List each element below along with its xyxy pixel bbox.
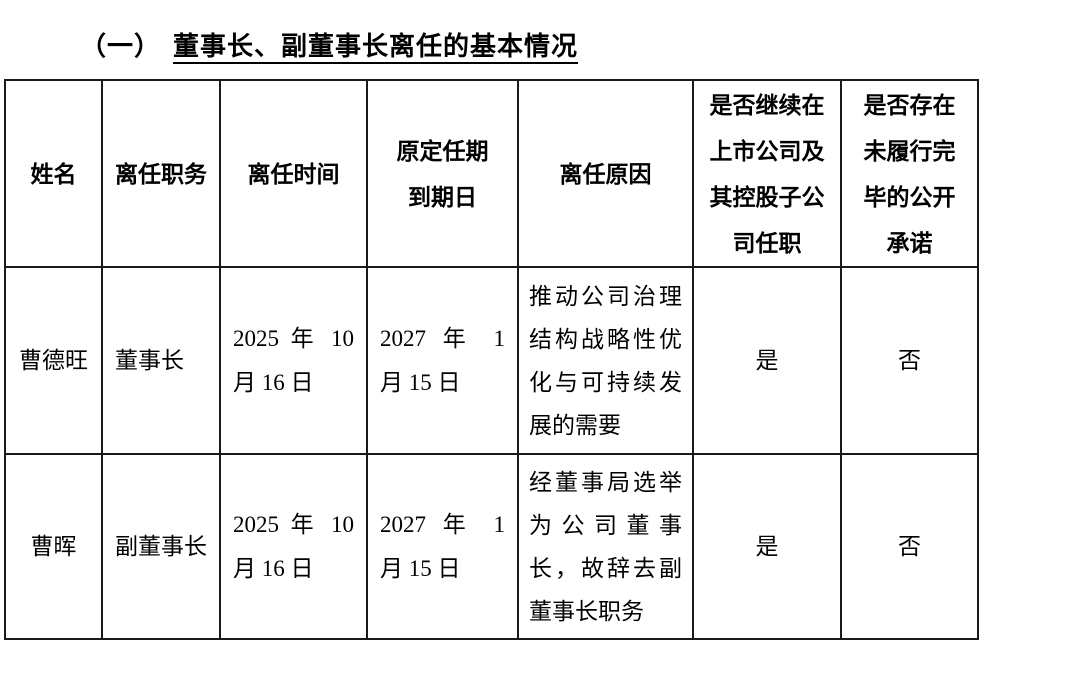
cell-term-end-line: 月 15 日 [380,555,461,581]
header-commitments-line: 是否存在 [863,91,956,118]
table-row: 曹晖 副董事长 2025 年 10 月 16 日 2027 年 1 月 15 日… [4,453,979,640]
header-reason: 离任原因 [517,79,694,268]
header-continues-line: 上市公司及 [709,137,825,164]
cell-name: 曹晖 [4,453,103,640]
header-position: 离任职务 [101,79,221,268]
header-name: 姓名 [4,79,103,268]
cell-departure-date-line: 月 16 日 [233,369,314,395]
section-title: （一） 董事长、副董事长离任的基本情况 [80,26,578,63]
cell-term-end: 2027 年 1 月 15 日 [366,453,519,640]
cell-departure-date-line: 月 16 日 [233,555,314,581]
cell-reason: 经董事局选举 为公司董事 长，故辞去副 董事长职务 [517,453,694,640]
table-header-row: 姓名 离任职务 离任时间 原定任期 到期日 离任原因 是否继续在 上市公司及 其… [4,79,979,268]
header-term-end: 原定任期 到期日 [366,79,519,268]
cell-continues: 是 [692,453,842,640]
cell-departure-date-line: 2025 年 10 [233,511,354,537]
header-commitments-line: 毕的公开 [863,183,956,210]
header-commitments: 是否存在 未履行完 毕的公开 承诺 [840,79,979,268]
cell-departure-date: 2025 年 10 月 16 日 [219,266,368,455]
departure-table: 姓名 离任职务 离任时间 原定任期 到期日 离任原因 是否继续在 上市公司及 其… [4,79,979,640]
cell-commitments: 否 [840,266,979,455]
cell-position: 副董事长 [101,453,221,640]
cell-reason-line: 为公司董事 [529,512,682,538]
cell-commitments: 否 [840,453,979,640]
header-continues-line: 其控股子公 [709,183,825,210]
cell-departure-date: 2025 年 10 月 16 日 [219,453,368,640]
section-number: （一） [80,31,162,61]
cell-reason-line: 长，故辞去副 [529,555,682,581]
cell-reason-line: 展的需要 [529,412,621,438]
header-departure-time: 离任时间 [219,79,368,268]
cell-reason: 推动公司治理 结构战略性优 化与可持续发 展的需要 [517,266,694,455]
header-continues: 是否继续在 上市公司及 其控股子公 司任职 [692,79,842,268]
cell-term-end: 2027 年 1 月 15 日 [366,266,519,455]
cell-term-end-line: 月 15 日 [380,369,461,395]
cell-term-end-line: 2027 年 1 [380,325,505,351]
cell-departure-date-line: 2025 年 10 [233,325,354,351]
header-continues-line: 是否继续在 [709,91,825,118]
header-continues-line: 司任职 [732,229,802,256]
cell-term-end-line: 2027 年 1 [380,511,505,537]
cell-reason-line: 化与可持续发 [529,369,682,395]
cell-name: 曹德旺 [4,266,103,455]
cell-position: 董事长 [101,266,221,455]
header-commitments-line: 承诺 [886,229,933,256]
header-commitments-line: 未履行完 [863,137,956,164]
table-row: 曹德旺 董事长 2025 年 10 月 16 日 2027 年 1 月 15 日… [4,266,979,455]
header-term-end-line: 到期日 [408,183,477,210]
cell-reason-line: 董事长职务 [529,598,644,624]
cell-reason-line: 推动公司治理 [529,283,682,309]
section-title-text: 董事长、副董事长离任的基本情况 [173,31,579,61]
header-term-end-line: 原定任期 [396,137,489,164]
cell-continues: 是 [692,266,842,455]
cell-reason-line: 经董事局选举 [529,469,682,495]
cell-reason-line: 结构战略性优 [529,326,682,352]
